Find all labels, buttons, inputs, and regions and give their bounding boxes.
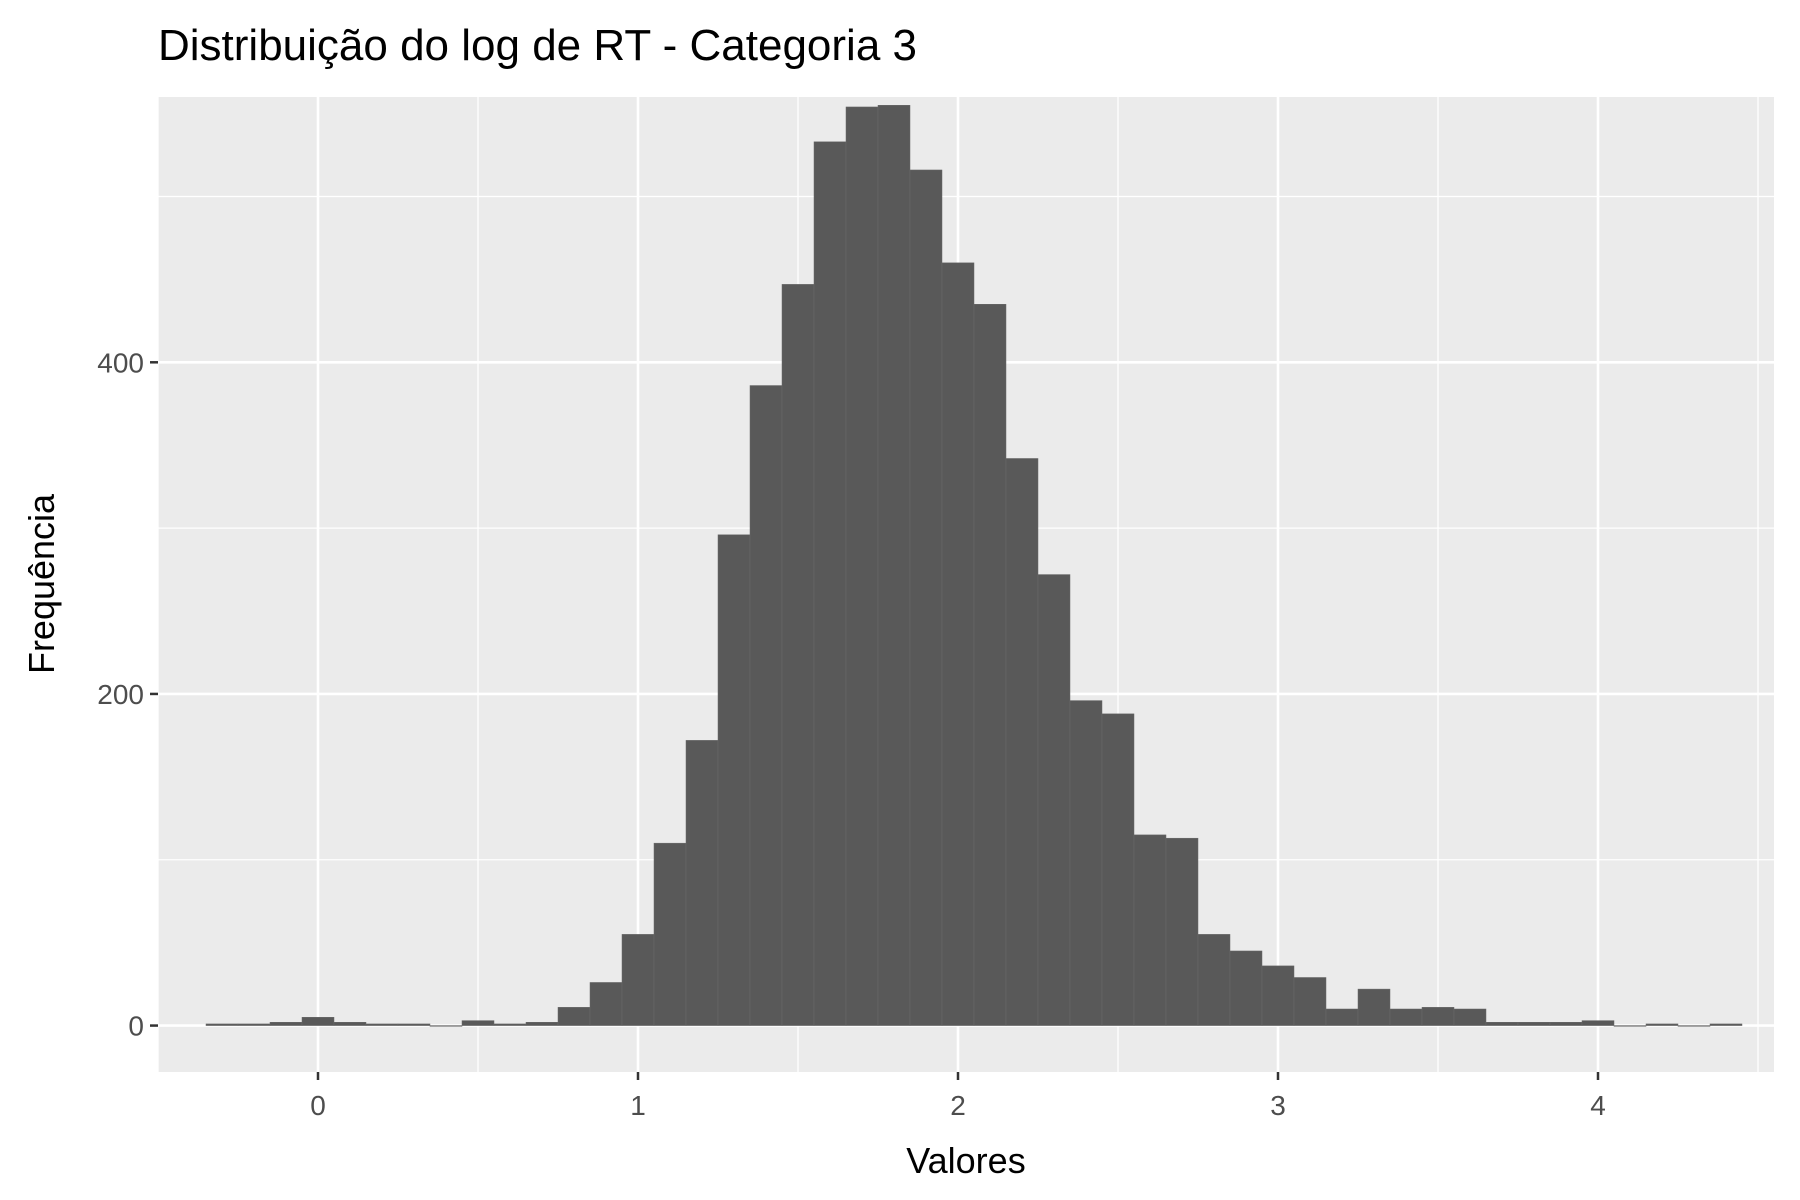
histogram-bar (461, 1020, 495, 1026)
histogram-bar (941, 262, 975, 1026)
histogram-bar (1197, 934, 1231, 1026)
histogram-bars (205, 105, 1743, 1027)
x-tick-label: 2 (950, 1090, 966, 1121)
histogram-bar (1677, 1025, 1711, 1027)
histogram-bar (1325, 1008, 1359, 1026)
y-axis-ticks: 0 200 400 (97, 347, 158, 1042)
histogram-bar (1101, 713, 1135, 1026)
histogram-bar (1421, 1007, 1455, 1026)
histogram-bar (1485, 1022, 1519, 1026)
histogram-bar (269, 1022, 303, 1026)
histogram-bar (653, 842, 687, 1026)
histogram-bar (1549, 1022, 1583, 1026)
y-axis-title: Frequência (21, 493, 62, 674)
histogram-bar (237, 1023, 271, 1026)
histogram-bar (813, 141, 847, 1026)
y-tick-label: 0 (128, 1011, 144, 1042)
histogram-bar (685, 740, 719, 1026)
histogram-bar (877, 105, 911, 1026)
histogram-bar (493, 1023, 527, 1026)
histogram-bar (1133, 834, 1167, 1026)
histogram-bar (1453, 1008, 1487, 1026)
y-tick-label: 400 (97, 347, 144, 378)
histogram-bar (1581, 1020, 1615, 1026)
chart-title: Distribuição do log de RT - Categoria 3 (158, 21, 917, 70)
histogram-bar (205, 1023, 239, 1026)
histogram-bar (1709, 1023, 1743, 1026)
histogram-bar (589, 982, 623, 1026)
histogram-bar (1005, 458, 1039, 1026)
x-tick-label: 1 (630, 1090, 646, 1121)
histogram-bar (1037, 574, 1071, 1026)
histogram-bar (973, 304, 1007, 1026)
histogram-bar (749, 385, 783, 1026)
histogram-bar (781, 284, 815, 1026)
histogram-bar (717, 534, 751, 1026)
x-tick-label: 4 (1590, 1090, 1606, 1121)
histogram-bar (365, 1023, 399, 1026)
histogram-bar (557, 1007, 591, 1026)
histogram-bar (1357, 988, 1391, 1026)
histogram-bar (1069, 700, 1103, 1026)
histogram-bar (333, 1022, 367, 1026)
histogram-bar (1165, 837, 1199, 1026)
y-tick-label: 200 (97, 679, 144, 710)
histogram-bar (1517, 1022, 1551, 1026)
x-tick-label: 0 (310, 1090, 326, 1121)
x-tick-label: 3 (1270, 1090, 1286, 1121)
histogram-bar (845, 106, 879, 1026)
x-axis-ticks: 0 1 2 3 4 (310, 1072, 1606, 1121)
histogram-bar (525, 1022, 559, 1026)
histogram-bar (397, 1023, 431, 1026)
histogram-bar (621, 934, 655, 1026)
histogram-bar (1613, 1025, 1647, 1027)
histogram-bar (909, 169, 943, 1026)
histogram-bar (1389, 1008, 1423, 1026)
histogram-bar (429, 1025, 463, 1027)
histogram-bar (1229, 950, 1263, 1026)
histogram-bar (1261, 965, 1295, 1026)
histogram-bar (1645, 1023, 1679, 1026)
histogram-bar (301, 1017, 335, 1026)
histogram-bar (1293, 977, 1327, 1026)
x-axis-title: Valores (906, 1140, 1025, 1181)
